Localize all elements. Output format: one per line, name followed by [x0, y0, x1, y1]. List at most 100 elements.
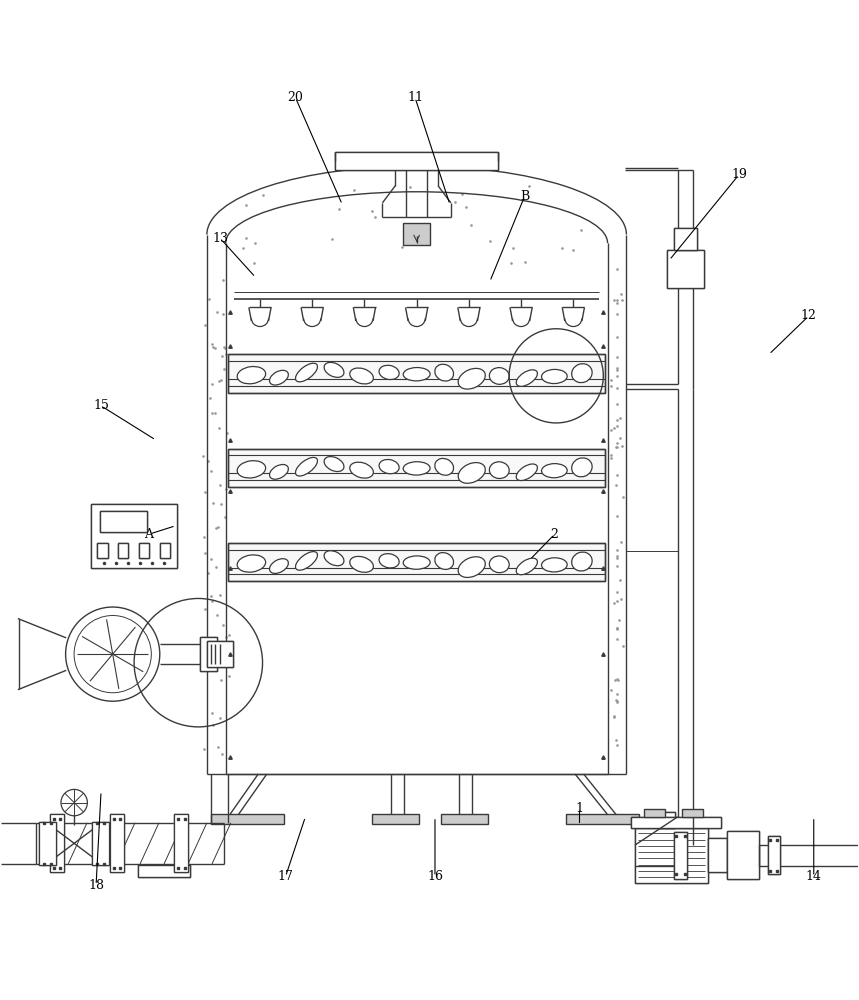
Ellipse shape: [350, 368, 374, 384]
Bar: [119, 543, 128, 558]
Bar: [138, 865, 190, 877]
Bar: [200, 637, 217, 671]
Ellipse shape: [541, 558, 567, 572]
Bar: [673, 228, 698, 250]
Text: 14: 14: [806, 870, 822, 883]
Ellipse shape: [237, 367, 265, 384]
Bar: [200, 637, 217, 671]
Ellipse shape: [516, 370, 538, 386]
Bar: [335, 152, 498, 170]
Text: 11: 11: [407, 91, 423, 104]
Bar: [657, 812, 675, 828]
Bar: [667, 250, 704, 288]
Bar: [335, 152, 498, 170]
Circle shape: [65, 607, 160, 701]
Bar: [673, 832, 687, 879]
Ellipse shape: [403, 556, 430, 569]
Bar: [657, 812, 675, 828]
Bar: [100, 511, 147, 532]
Ellipse shape: [572, 458, 592, 477]
Bar: [40, 822, 57, 865]
Bar: [50, 814, 64, 872]
Text: 17: 17: [277, 870, 294, 883]
Bar: [727, 831, 759, 879]
Bar: [708, 838, 727, 872]
Ellipse shape: [270, 370, 289, 385]
Bar: [635, 828, 708, 883]
Bar: [50, 814, 64, 872]
Text: 13: 13: [213, 232, 228, 245]
Text: A: A: [144, 528, 154, 541]
Ellipse shape: [458, 557, 485, 577]
Bar: [211, 814, 284, 824]
Bar: [228, 543, 605, 581]
Text: 16: 16: [427, 870, 443, 883]
Ellipse shape: [237, 461, 265, 478]
Ellipse shape: [458, 463, 485, 483]
Bar: [110, 814, 124, 872]
Bar: [631, 817, 721, 828]
Ellipse shape: [516, 558, 538, 575]
Ellipse shape: [541, 464, 567, 478]
Bar: [682, 809, 704, 817]
Ellipse shape: [490, 462, 509, 478]
Ellipse shape: [435, 458, 454, 475]
Text: 18: 18: [88, 879, 104, 892]
Ellipse shape: [403, 462, 430, 475]
Bar: [97, 543, 107, 558]
Ellipse shape: [572, 364, 592, 383]
Bar: [138, 865, 190, 877]
Bar: [667, 250, 704, 288]
Ellipse shape: [490, 368, 509, 384]
Bar: [97, 543, 107, 558]
Ellipse shape: [270, 465, 289, 479]
Ellipse shape: [295, 363, 318, 382]
Ellipse shape: [435, 553, 454, 569]
Bar: [100, 511, 147, 532]
Bar: [174, 814, 188, 872]
Bar: [673, 228, 698, 250]
Bar: [110, 814, 124, 872]
Ellipse shape: [324, 551, 344, 566]
Circle shape: [74, 616, 151, 693]
Ellipse shape: [458, 368, 485, 389]
Ellipse shape: [295, 457, 318, 476]
Text: 19: 19: [731, 168, 747, 181]
Bar: [768, 836, 780, 874]
Ellipse shape: [350, 462, 374, 478]
Ellipse shape: [541, 369, 567, 384]
Bar: [207, 641, 233, 667]
Bar: [635, 828, 708, 883]
Bar: [403, 223, 430, 245]
Circle shape: [61, 789, 88, 816]
Text: 1: 1: [576, 802, 583, 815]
Bar: [92, 822, 109, 865]
Ellipse shape: [379, 459, 399, 474]
Bar: [228, 354, 605, 393]
Ellipse shape: [379, 365, 399, 380]
Text: 15: 15: [93, 399, 109, 412]
Ellipse shape: [324, 362, 344, 377]
Text: B: B: [520, 190, 529, 203]
Bar: [40, 822, 57, 865]
Ellipse shape: [237, 555, 265, 572]
Ellipse shape: [516, 464, 538, 481]
Ellipse shape: [403, 368, 430, 381]
Ellipse shape: [270, 559, 289, 573]
Bar: [92, 822, 109, 865]
Ellipse shape: [324, 457, 344, 472]
Bar: [708, 838, 727, 872]
Ellipse shape: [435, 364, 454, 381]
Bar: [119, 543, 128, 558]
Ellipse shape: [572, 552, 592, 571]
Bar: [91, 504, 177, 568]
Ellipse shape: [490, 556, 509, 573]
Text: 2: 2: [551, 528, 558, 541]
Bar: [643, 809, 665, 817]
Text: 12: 12: [801, 309, 817, 322]
Bar: [228, 449, 605, 487]
Bar: [631, 817, 721, 828]
Bar: [160, 543, 170, 558]
Bar: [207, 641, 233, 667]
Ellipse shape: [350, 556, 374, 572]
